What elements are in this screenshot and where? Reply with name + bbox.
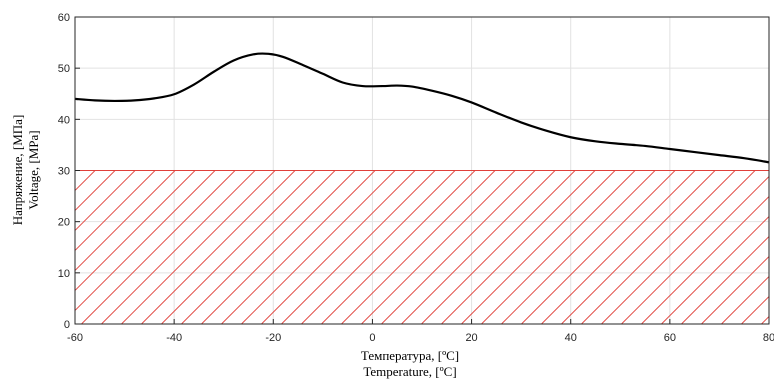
tick-labels: -60 -40 -20 0 20 40 60 80 0 10 20 30 40 50 60 bbox=[58, 12, 774, 344]
hatch-lines bbox=[75, 170, 769, 324]
hatch-line bbox=[401, 170, 556, 324]
y-axis-title-en: Voltage, [MPa] bbox=[26, 130, 41, 209]
hatch-line bbox=[261, 170, 416, 324]
hatch-line bbox=[481, 170, 636, 324]
hatch-line bbox=[321, 170, 476, 324]
x-tick-label: 20 bbox=[465, 332, 477, 344]
hatched-region-border bbox=[75, 170, 769, 324]
hatch-line bbox=[75, 170, 216, 312]
hatch-line bbox=[421, 170, 576, 324]
hatch-line bbox=[601, 170, 756, 324]
y-tick-label: 10 bbox=[58, 268, 70, 280]
y-tick-label: 50 bbox=[58, 63, 70, 75]
hatch-line bbox=[341, 170, 496, 324]
hatch-line bbox=[301, 170, 456, 324]
x-tick-label: -60 bbox=[67, 332, 83, 344]
x-axis-title-ru: Температура, [ºC] bbox=[361, 348, 459, 363]
hatch-line bbox=[161, 170, 316, 324]
series-line-0 bbox=[75, 52, 769, 164]
hatch-line bbox=[361, 170, 516, 324]
hatch-line bbox=[721, 275, 769, 324]
hatch-line bbox=[221, 170, 376, 324]
x-tick-label: -20 bbox=[265, 332, 281, 344]
y-tick-label: 20 bbox=[58, 217, 70, 229]
hatch-line bbox=[101, 170, 256, 324]
x-tick-label: 40 bbox=[565, 332, 577, 344]
y-tick-label: 0 bbox=[64, 319, 70, 331]
hatch-line bbox=[381, 170, 536, 324]
x-tick-label: -40 bbox=[166, 332, 182, 344]
hatch-line bbox=[75, 170, 156, 252]
hatch-line bbox=[461, 170, 616, 324]
x-tick-label: 60 bbox=[664, 332, 676, 344]
hatch-line bbox=[75, 170, 176, 272]
hatch-line bbox=[201, 170, 356, 324]
hatch-line bbox=[181, 170, 336, 324]
hatch-line bbox=[641, 195, 769, 324]
hatch-line bbox=[241, 170, 396, 324]
hatch-line bbox=[741, 295, 769, 324]
y-tick-label: 60 bbox=[58, 12, 70, 24]
hatch-line bbox=[121, 170, 276, 324]
hatch-line bbox=[701, 255, 769, 324]
x-tick-label: 80 bbox=[763, 332, 774, 344]
hatch-line bbox=[541, 170, 696, 324]
hatch-line bbox=[521, 170, 676, 324]
hatch-line bbox=[661, 215, 769, 324]
hatch-line bbox=[501, 170, 656, 324]
hatch-line bbox=[681, 235, 769, 324]
hatch-line bbox=[561, 170, 716, 324]
y-tick-label: 30 bbox=[58, 166, 70, 178]
hatch-line bbox=[81, 170, 236, 324]
hatch-line bbox=[281, 170, 436, 324]
hatch-line bbox=[75, 170, 136, 232]
x-axis-title-en: Temperature, [ºC] bbox=[363, 364, 456, 379]
hatch-line bbox=[581, 170, 736, 324]
data-series-layer bbox=[75, 52, 769, 164]
y-tick-label: 40 bbox=[58, 114, 70, 126]
hatch-line bbox=[441, 170, 596, 324]
hatch-line bbox=[75, 170, 196, 292]
hatch-line bbox=[141, 170, 296, 324]
x-tick-label: 0 bbox=[369, 332, 375, 344]
hatched-region bbox=[75, 170, 769, 324]
hatch-line bbox=[75, 170, 116, 212]
y-axis-title-ru: Напряжение, [МПа] bbox=[10, 115, 25, 226]
hatch-line bbox=[621, 175, 769, 324]
